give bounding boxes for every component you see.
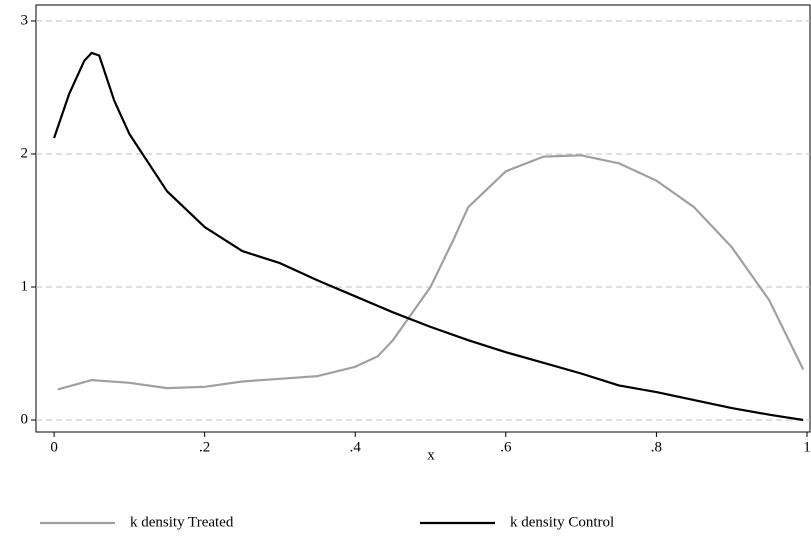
series-line: [57, 154, 805, 391]
x-tick-label: .2: [199, 439, 210, 455]
series-line: [53, 51, 804, 422]
x-tick-label: .6: [500, 439, 512, 455]
x-tick-label: 1: [803, 439, 811, 455]
legend-label: k density Control: [510, 514, 614, 530]
y-tick-label: 2: [21, 145, 29, 161]
y-tick-label: 1: [21, 278, 29, 294]
x-axis-label: x: [427, 447, 435, 463]
y-tick-label: 0: [21, 411, 29, 427]
x-tick-label: .4: [350, 439, 362, 455]
plot-frame: [35, 4, 811, 433]
y-tick-label: 3: [21, 12, 29, 28]
x-tick-label: .8: [651, 439, 662, 455]
x-tick-label: 0: [50, 439, 58, 455]
legend-label: k density Treated: [130, 514, 234, 530]
